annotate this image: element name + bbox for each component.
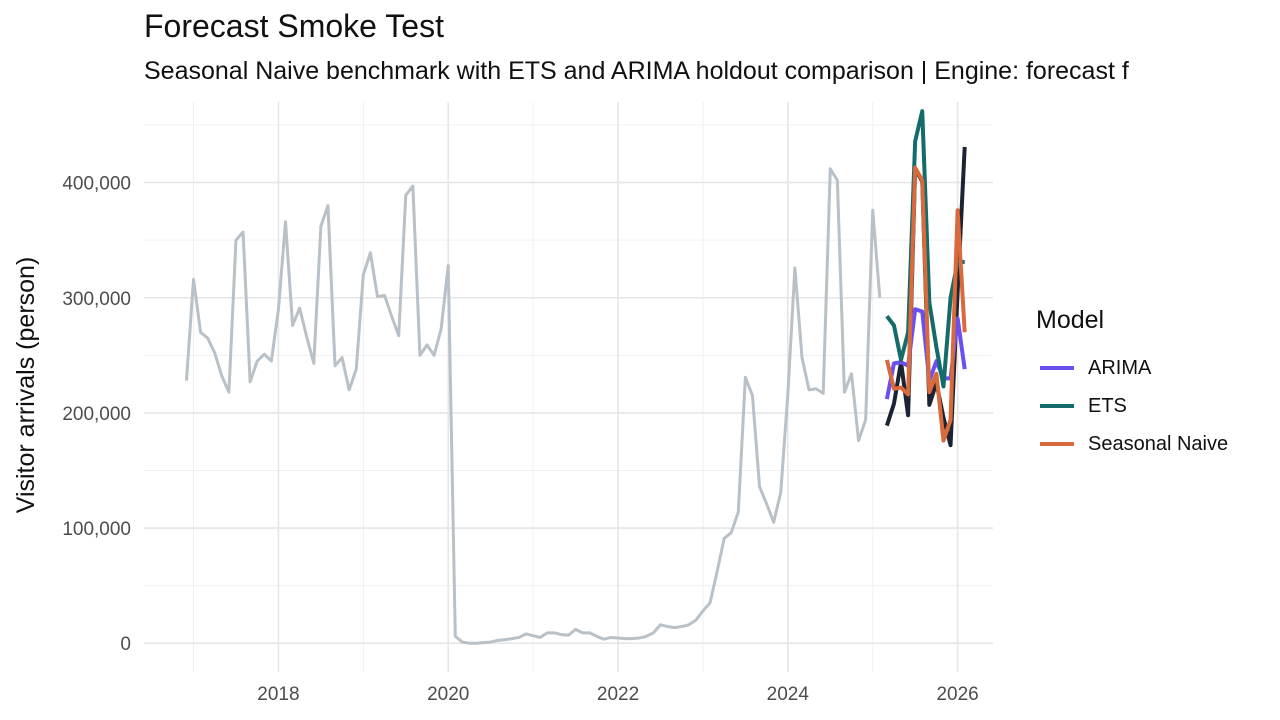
legend-key-ets: [1040, 404, 1074, 408]
x-tick-label: 2020: [427, 684, 469, 705]
legend-item-seasonal-naive: Seasonal Naive: [1036, 425, 1228, 463]
x-tick-label: 2026: [936, 684, 978, 705]
y-tick-label: 300,000: [62, 289, 131, 310]
legend-key-seasonal-naive: [1040, 442, 1074, 446]
legend-key-arima: [1040, 366, 1074, 370]
y-tick-label: 0: [120, 634, 131, 655]
legend-item-arima: ARIMA: [1036, 349, 1228, 387]
series-line-history: [184, 167, 882, 645]
legend-label-arima: ARIMA: [1088, 356, 1152, 379]
series-line-seasonal-naive: [884, 165, 967, 443]
x-tick-label: 2018: [257, 684, 299, 705]
series-lines: [184, 109, 967, 645]
legend-title: Model: [1036, 306, 1105, 334]
y-tick-label: 200,000: [62, 404, 131, 425]
y-tick-label: 400,000: [62, 174, 131, 195]
chart-title: Forecast Smoke Test: [144, 8, 444, 44]
legend-label-seasonal-naive: Seasonal Naive: [1088, 432, 1229, 455]
x-tick-label: 2022: [597, 684, 639, 705]
y-tick-label: 100,000: [62, 519, 131, 540]
legend-item-ets: ETS: [1036, 387, 1228, 425]
series-line-ets: [885, 109, 965, 389]
tick-labels: 0 100,000 200,000 300,000 400,000 2018 2020 202…: [62, 174, 978, 705]
y-axis-title: Visitor arrivals (person): [12, 257, 40, 514]
legend-label-ets: ETS: [1088, 394, 1127, 417]
chart-subtitle: Seasonal Naive benchmark with ETS and AR…: [144, 57, 1129, 85]
legend: Model ARIMA ETS Seasonal Naive: [1036, 306, 1228, 463]
x-tick-label: 2024: [767, 684, 810, 705]
